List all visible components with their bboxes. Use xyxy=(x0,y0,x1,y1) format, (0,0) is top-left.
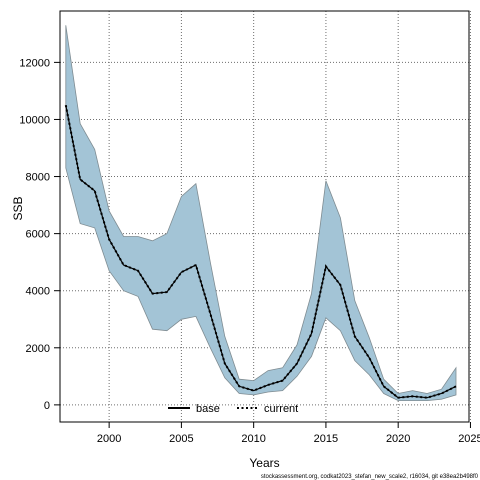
x-tick-label: 2025 xyxy=(458,433,480,445)
y-tick-label: 4000 xyxy=(26,286,50,298)
axes: 2000 2005 2010 2015 2020 2025 0 2000 4000 6000 800… xyxy=(19,57,480,445)
series-current-line xyxy=(64,105,457,399)
legend-label-base: base xyxy=(196,403,220,415)
x-tick-label: 2000 xyxy=(97,433,121,445)
plot-frame xyxy=(59,10,470,423)
y-tick-label: 0 xyxy=(44,400,50,412)
grid-lines xyxy=(60,11,471,422)
y-tick-label: 2000 xyxy=(26,343,50,355)
y-tick-label: 8000 xyxy=(26,172,50,184)
y-tick-label: 12000 xyxy=(19,57,50,69)
legend-label-current: current xyxy=(264,403,298,415)
x-tick-label: 2005 xyxy=(169,433,193,445)
uncertainty-band xyxy=(65,25,457,401)
footer-note: stockassessment.org, codkat2023_stefan_n… xyxy=(261,474,479,480)
y-tick-label: 6000 xyxy=(26,229,50,241)
x-tick-label: 2010 xyxy=(241,433,265,445)
x-tick-label: 2015 xyxy=(314,433,338,445)
legend: base current xyxy=(168,403,298,415)
x-tick-label: 2020 xyxy=(386,433,410,445)
y-tick-label: 10000 xyxy=(19,114,50,126)
x-axis-title: Years xyxy=(249,456,279,470)
y-axis-title: SSB xyxy=(11,196,25,220)
